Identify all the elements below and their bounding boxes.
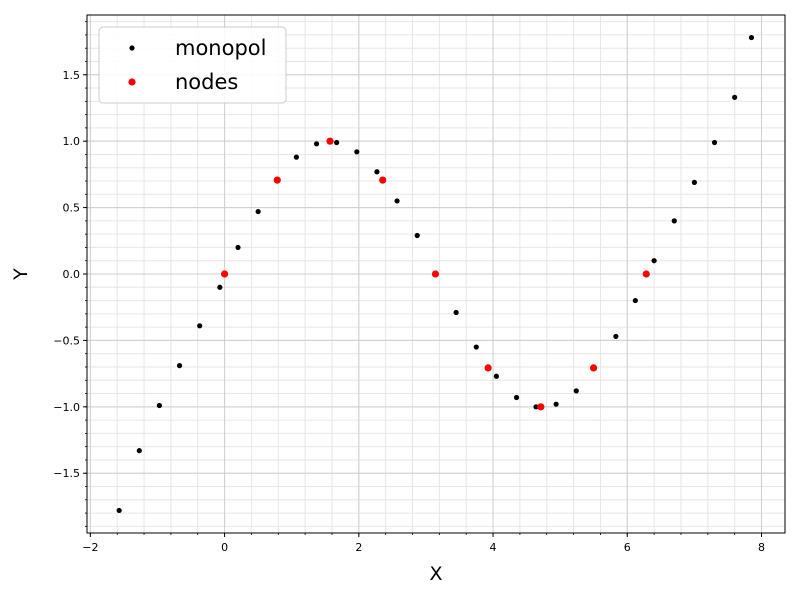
y-tick-label: 0.0: [63, 268, 81, 281]
data-point-monopol: [136, 448, 142, 454]
data-points: [116, 34, 755, 514]
x-tick-label: 0: [221, 541, 228, 554]
data-point-monopol: [493, 373, 500, 379]
data-point-nodes: [379, 176, 387, 184]
y-tick-label: 0.5: [63, 202, 81, 215]
data-point-nodes: [273, 176, 281, 184]
x-axis-label: X: [429, 563, 442, 585]
data-point-monopol: [414, 232, 420, 239]
ticks: −2 0 2 4 6 8 −1.5 −1.0 −0.5 0.0 0.5 1.0 1.5: [53, 21, 765, 554]
y-tick-label: −1.5: [53, 467, 80, 480]
x-tick-label: −2: [82, 541, 98, 554]
data-point-monopol: [354, 149, 360, 155]
data-point-nodes: [431, 270, 440, 278]
data-point-monopol: [573, 388, 579, 394]
legend-marker-monopol: [129, 45, 135, 51]
data-point-nodes: [220, 270, 229, 278]
data-point-monopol: [613, 333, 619, 340]
legend-label-nodes: nodes: [175, 70, 238, 94]
data-point-monopol: [255, 208, 261, 215]
y-tick-label: 1.0: [63, 135, 81, 148]
data-point-monopol: [711, 139, 718, 146]
y-axis-label: Y: [10, 268, 32, 281]
data-point-monopol: [732, 94, 738, 100]
data-point-monopol: [553, 401, 559, 407]
data-point-monopol: [632, 297, 638, 304]
x-tick-label: 8: [758, 541, 765, 554]
data-point-monopol: [671, 218, 677, 224]
data-point-monopol: [513, 394, 520, 401]
data-point-nodes: [537, 403, 545, 411]
data-point-monopol: [313, 141, 320, 147]
legend: monopol nodes: [98, 26, 287, 104]
data-point-monopol: [235, 244, 241, 251]
data-point-monopol: [748, 34, 755, 41]
y-tick-label: 1.5: [63, 69, 81, 82]
x-tick-label: 2: [355, 541, 362, 554]
data-point-monopol: [533, 404, 539, 410]
data-point-monopol: [197, 323, 203, 329]
data-point-monopol: [217, 284, 223, 290]
data-point-monopol: [334, 139, 340, 146]
data-point-nodes: [326, 137, 334, 145]
data-point-monopol: [453, 309, 459, 316]
x-tick-label: 4: [490, 541, 497, 554]
data-point-monopol: [374, 169, 380, 175]
data-point-monopol: [156, 402, 163, 409]
data-point-monopol: [116, 507, 122, 514]
legend-label-monopol: monopol: [175, 36, 266, 60]
data-point-monopol: [651, 258, 657, 264]
x-tick-label: 6: [624, 541, 631, 554]
y-tick-label: −1.0: [53, 401, 80, 414]
data-point-nodes: [484, 364, 492, 372]
legend-box: [98, 26, 287, 104]
data-point-monopol: [691, 179, 697, 185]
legend-marker-nodes: [128, 78, 136, 86]
data-point-monopol: [473, 344, 479, 350]
data-point-nodes: [642, 270, 650, 278]
y-tick-label: −0.5: [53, 334, 80, 347]
data-point-monopol: [293, 154, 299, 160]
data-point-nodes: [589, 364, 598, 372]
data-point-monopol: [394, 198, 400, 204]
data-point-monopol: [176, 363, 183, 369]
